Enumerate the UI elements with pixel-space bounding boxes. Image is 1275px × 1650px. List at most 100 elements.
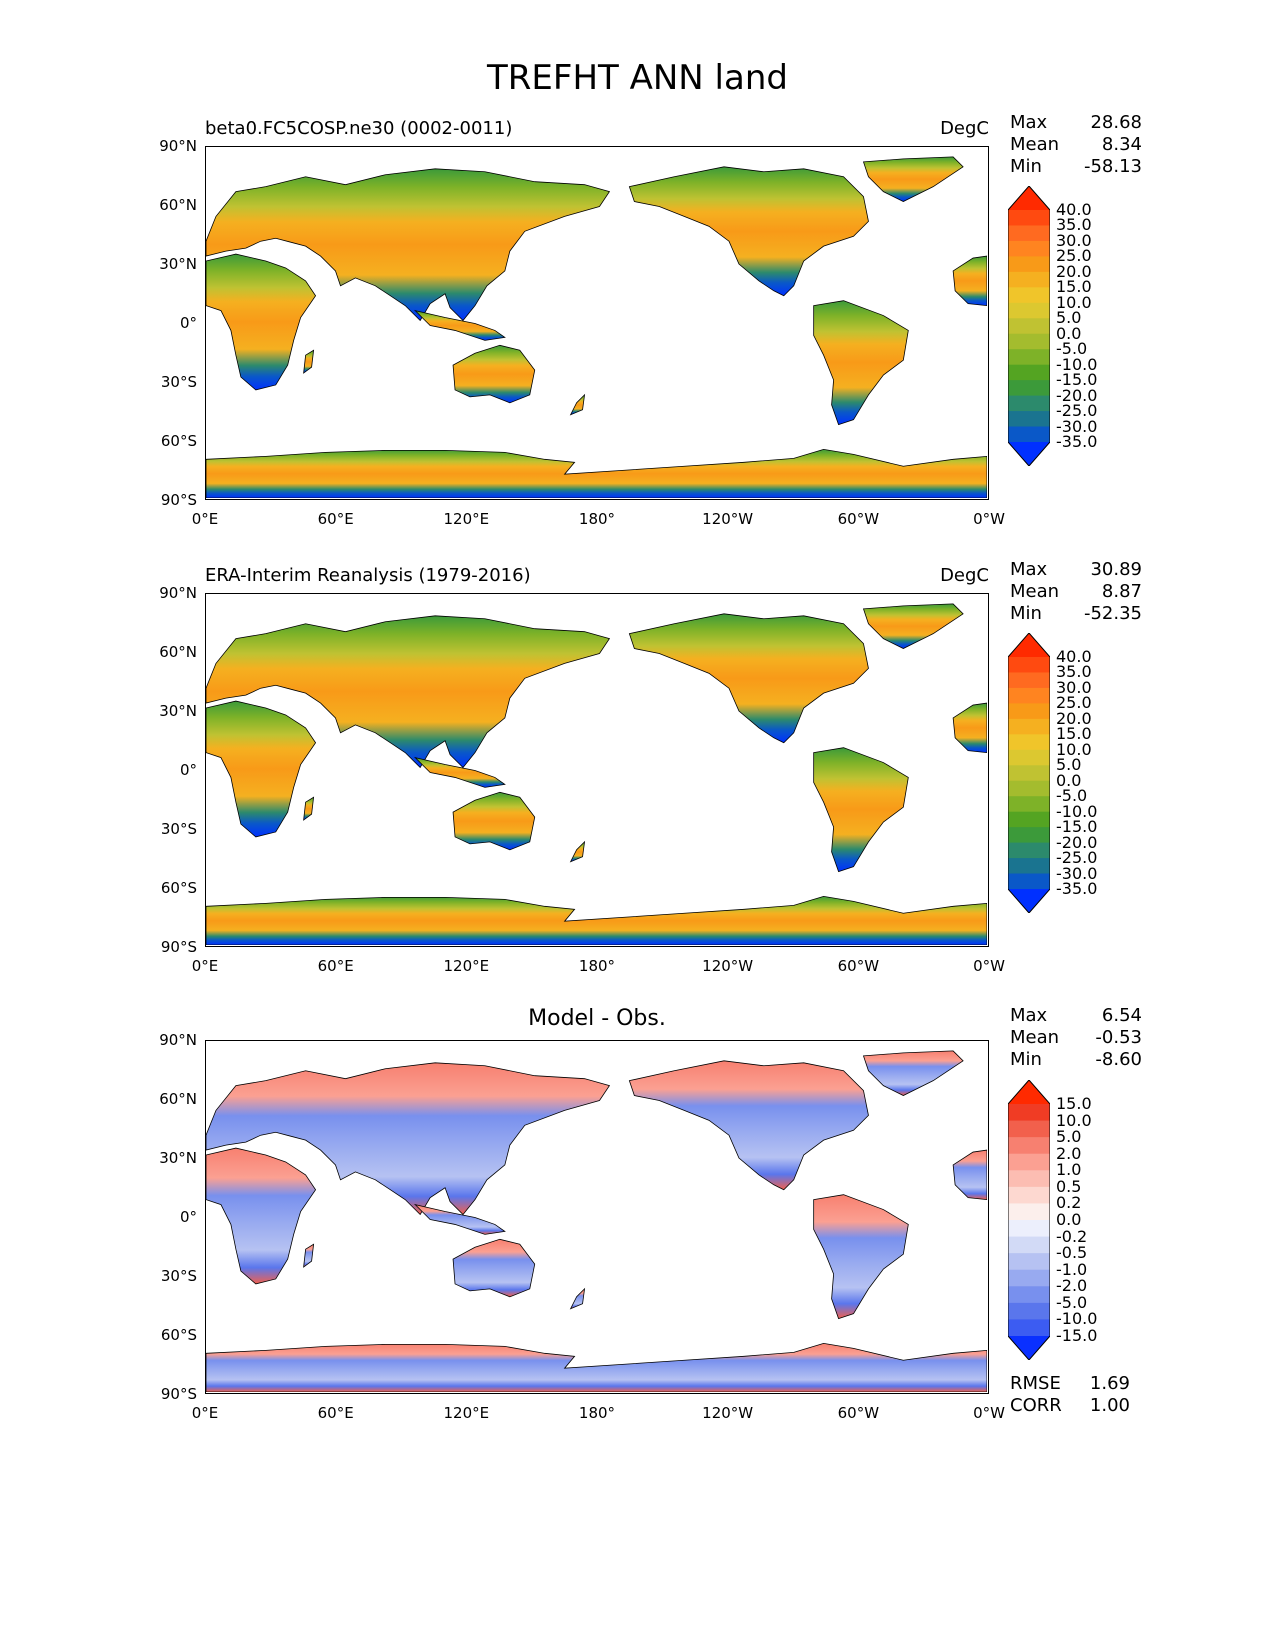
colorbar-segment (1008, 256, 1050, 273)
colorbar-segment (1008, 1186, 1050, 1204)
colorbar-tick-label: 25.0 (1056, 693, 1092, 713)
lon-tick-label: 0°W (973, 1404, 1005, 1422)
lat-tick-label: 90°S (160, 1385, 197, 1403)
lat-tick-label: 60°S (160, 879, 197, 897)
stat-value: 1.00 (1089, 1395, 1130, 1416)
stat-value: -52.35 (1083, 603, 1142, 624)
stat-row: RMSE 1.69 (1010, 1373, 1130, 1395)
map-panel[interactable] (205, 593, 989, 947)
lon-tick-label: 0°E (191, 510, 219, 528)
colorbar-segment (1008, 873, 1050, 890)
lon-tick-label: 60°E (317, 510, 354, 528)
colorbar-segment (1008, 1137, 1050, 1155)
stats-box: Max 30.89 Mean 8.87 Min -52.35 (1010, 559, 1142, 625)
colorbar-segment (1008, 1286, 1050, 1304)
colorbar-segment (1008, 333, 1050, 350)
lon-tick-label: 60°W (837, 1404, 880, 1422)
colorbar-tick-label: 20.0 (1056, 261, 1092, 281)
lat-tick-label: 60°S (160, 432, 197, 450)
colorbar-extend-top (1008, 186, 1050, 210)
colorbar-segment (1008, 1302, 1050, 1320)
lat-tick-label: 90°S (160, 938, 197, 956)
colorbar-tick-label: 5.0 (1056, 755, 1082, 775)
colorbar-tick-label: -30.0 (1056, 416, 1098, 436)
lon-tick-label: 180° (578, 957, 616, 975)
colorbar-tick-label: -25.0 (1056, 401, 1098, 421)
lat-tick-label: 60°N (159, 643, 197, 661)
stat-label: Max (1010, 1005, 1048, 1026)
colorbar-tick-label: 0.2 (1056, 1193, 1082, 1213)
lon-tick-label: 60°E (317, 957, 354, 975)
colorbar-tick-label: -10.0 (1056, 354, 1098, 374)
colorbar-segment (1008, 1120, 1050, 1138)
colorbar-tick-label: 2.0 (1056, 1143, 1082, 1163)
colorbar-tick-label: -10.0 (1056, 801, 1098, 821)
colorbar-segment (1008, 287, 1050, 304)
map-canvas (206, 1050, 987, 1392)
panel-title-left: beta0.FC5COSP.ne30 (0002-0011) (205, 118, 513, 139)
colorbar-extend-bottom (1008, 1336, 1050, 1360)
stat-row: Max 6.54 (1010, 1005, 1142, 1027)
lat-tick-label: 90°N (159, 1031, 197, 1049)
colorbar-segment (1008, 240, 1050, 257)
colorbar-tick-label: 10.0 (1056, 1110, 1092, 1130)
lon-tick-label: 120°E (443, 957, 490, 975)
map-panel[interactable] (205, 146, 989, 500)
colorbar-segment (1008, 1236, 1050, 1254)
colorbar-segment (1008, 734, 1050, 751)
colorbar-tick-label: 15.0 (1056, 724, 1092, 744)
lat-tick-label: 30°S (160, 820, 197, 838)
panel-title-center: Model - Obs. (528, 1006, 666, 1031)
map-canvas (206, 156, 987, 498)
colorbar-segment (1008, 364, 1050, 381)
colorbar-tick-label: 40.0 (1056, 200, 1092, 219)
lon-tick-label: 0°W (973, 957, 1005, 975)
lon-tick-label: 0°E (191, 957, 219, 975)
stat-value: -0.53 (1095, 1027, 1142, 1048)
stat-label: Min (1010, 603, 1042, 624)
map-panel[interactable] (205, 1040, 989, 1394)
lon-tick-label: 180° (578, 510, 616, 528)
stat-label: Mean (1010, 134, 1060, 155)
colorbar-tick-label: 20.0 (1056, 708, 1092, 728)
stat-label: Mean (1010, 1027, 1060, 1048)
lon-tick-label: 120°W (702, 510, 754, 528)
colorbar-extend-bottom (1008, 889, 1050, 913)
stat-value: 6.54 (1101, 1005, 1142, 1026)
colorbar-tick-label: 0.5 (1056, 1176, 1082, 1196)
colorbar-segment (1008, 796, 1050, 813)
colorbar-segment (1008, 1203, 1050, 1221)
colorbar-segment (1008, 718, 1050, 735)
lat-tick-label: 0° (179, 761, 197, 779)
panel-title-left: ERA-Interim Reanalysis (1979-2016) (205, 565, 531, 586)
stat-row: CORR 1.00 (1010, 1395, 1130, 1417)
units-label: DegC (940, 118, 989, 139)
colorbar-tick-label: 40.0 (1056, 647, 1092, 666)
lon-tick-label: 60°W (837, 957, 880, 975)
colorbar-tick-label: -2.0 (1056, 1276, 1088, 1296)
colorbar-segment (1008, 687, 1050, 704)
colorbar-segment (1008, 765, 1050, 782)
colorbar-segment (1008, 1170, 1050, 1188)
colorbar-tick-label: 25.0 (1056, 246, 1092, 266)
stat-label: RMSE (1010, 1373, 1061, 1394)
land-fill (206, 603, 987, 945)
lat-tick-label: 60°S (160, 1326, 197, 1344)
colorbar-tick-label: 30.0 (1056, 677, 1092, 697)
colorbar-tick-label: 35.0 (1056, 662, 1092, 682)
figure-title: TREFHT ANN land (487, 58, 788, 98)
colorbar-tick-label: -35.0 (1056, 879, 1098, 898)
colorbar-segment (1008, 318, 1050, 335)
colorbar-tick-label: -25.0 (1056, 848, 1098, 868)
colorbar-tick-label: -30.0 (1056, 863, 1098, 883)
colorbar-tick-label: 1.0 (1056, 1160, 1082, 1180)
colorbar-segment (1008, 1220, 1050, 1238)
colorbar-tick-label: -1.0 (1056, 1259, 1088, 1279)
colorbar-tick-label: -15.0 (1056, 370, 1098, 390)
colorbar-tick-label: 35.0 (1056, 215, 1092, 235)
lat-tick-label: 90°N (159, 584, 197, 602)
colorbar-tick-label: -15.0 (1056, 817, 1098, 837)
lat-tick-label: 30°N (159, 702, 197, 720)
colorbar (1008, 1080, 1050, 1360)
colorbar-tick-label: -0.2 (1056, 1226, 1088, 1246)
